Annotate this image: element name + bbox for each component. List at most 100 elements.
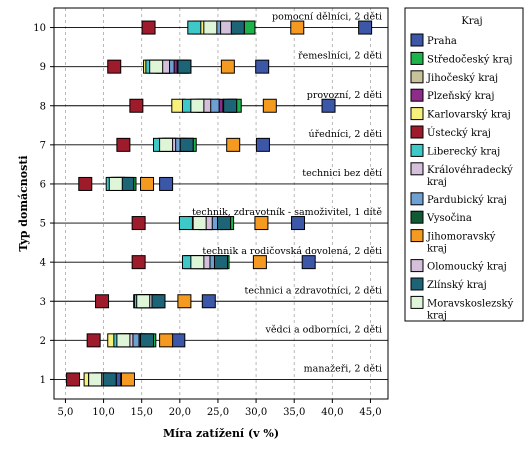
legend-label: Středočeský kraj [427, 54, 512, 65]
point-marker [201, 294, 216, 309]
point-marker [177, 294, 192, 309]
legend-label: Jihočeský kraj [426, 73, 498, 84]
x-tick-label: 5,0 [57, 407, 73, 418]
point-marker [203, 20, 218, 35]
x-tick-label: 25,0 [207, 407, 229, 418]
point-marker [140, 176, 155, 191]
x-tick-label: 10,0 [92, 407, 114, 418]
point-marker [88, 372, 103, 387]
y-tick-label: 2 [40, 336, 46, 347]
plot-area: 5,0 10,0 15,0 20,0 25,0 30,0 35,0 40,0 45,0 1 2 3 4 5… [17, 7, 389, 440]
point-marker [120, 372, 135, 387]
legend-label: Praha [427, 36, 457, 47]
point-marker [262, 98, 277, 113]
point-marker [108, 176, 123, 191]
point-marker [66, 372, 81, 387]
legend-box [404, 7, 524, 322]
y-axis-title: Typ domácnosti [17, 155, 30, 251]
legend-swatch [410, 259, 424, 273]
legend-label: Pardubický kraj [427, 195, 507, 206]
point-marker [290, 20, 305, 35]
legend-label: Vysočina [426, 213, 472, 224]
y-tick-label: 6 [40, 179, 46, 190]
point-marker [230, 20, 245, 35]
x-tick-label: 30,0 [245, 407, 267, 418]
point-marker [86, 333, 101, 348]
point-marker [187, 20, 202, 35]
legend-label: Jihomoravský [426, 232, 496, 243]
legend-label: Liberecký kraj [427, 146, 500, 157]
legend-swatch [410, 277, 424, 291]
category-label: řemeslníci, 2 děti [298, 51, 382, 62]
point-marker [321, 98, 336, 113]
y-tick-label: 7 [40, 140, 46, 151]
legend-label: Plzeňský kraj [427, 91, 494, 102]
point-marker [141, 20, 156, 35]
legend-label: Královéhradecký [427, 165, 513, 176]
legend-label: Zlínský kraj [427, 280, 487, 291]
point-marker [226, 137, 241, 152]
point-marker [358, 20, 373, 35]
point-marker [252, 255, 267, 270]
x-tick-label: 35,0 [283, 407, 305, 418]
point-marker [129, 98, 144, 113]
x-tick-label: 45,0 [359, 407, 381, 418]
point-marker [131, 216, 146, 231]
point-marker [255, 137, 270, 152]
y-tick-label: 10 [33, 23, 46, 34]
point-marker [136, 294, 151, 309]
legend-swatch [410, 70, 424, 84]
point-marker [190, 255, 205, 270]
legend-swatch [410, 143, 424, 157]
legend-swatch [410, 229, 424, 243]
y-tick-label: 5 [40, 219, 46, 230]
legend-swatch [410, 88, 424, 102]
x-tick-label: 15,0 [131, 407, 153, 418]
category-label: provozní, 2 děti [307, 90, 382, 101]
point-marker [107, 59, 122, 74]
point-marker [291, 216, 306, 231]
category-label: technik a rodičovská dovolená, 2 děti [202, 246, 382, 257]
legend-label: kraj [427, 244, 447, 255]
legend-swatch [410, 295, 424, 309]
legend-swatch [410, 107, 424, 121]
category-label: vědci a odborníci, 2 děti [265, 324, 382, 335]
y-tick-label: 4 [40, 258, 46, 269]
point-marker [254, 216, 269, 231]
y-tick-label: 9 [40, 62, 46, 73]
x-tick-label: 20,0 [169, 407, 191, 418]
point-marker [116, 333, 131, 348]
point-marker [159, 333, 174, 348]
point-marker [301, 255, 316, 270]
x-tick-label: 40,0 [321, 407, 343, 418]
legend-label: kraj [427, 177, 447, 188]
legend-swatch [410, 210, 424, 224]
y-tick-label: 1 [40, 375, 46, 386]
point-marker [95, 294, 110, 309]
category-label: manažeři, 2 děti [304, 363, 382, 374]
point-marker [116, 137, 131, 152]
y-tick-label: 3 [40, 297, 46, 308]
point-marker [179, 137, 194, 152]
plot-frame [53, 7, 389, 400]
legend-label: Olomoucký kraj [427, 262, 507, 273]
category-label: úředníci, 2 děti [308, 129, 382, 140]
legend-swatch [410, 192, 424, 206]
legend-title: Kraj [461, 16, 482, 27]
category-label: technik, zdravotník - samoživitel, 1 dít… [192, 207, 382, 218]
y-tick-label: 8 [40, 101, 46, 112]
legend-swatch [410, 125, 424, 139]
legend-label: Ústecký kraj [427, 127, 491, 139]
point-marker [177, 59, 192, 74]
legend-swatch [410, 33, 424, 47]
point-marker [151, 294, 166, 309]
point-marker [178, 216, 193, 231]
point-marker [159, 176, 174, 191]
point-marker [223, 98, 238, 113]
point-marker [159, 137, 174, 152]
point-marker [192, 216, 207, 231]
point-marker [149, 59, 164, 74]
legend-swatch [410, 51, 424, 65]
point-marker [217, 216, 232, 231]
